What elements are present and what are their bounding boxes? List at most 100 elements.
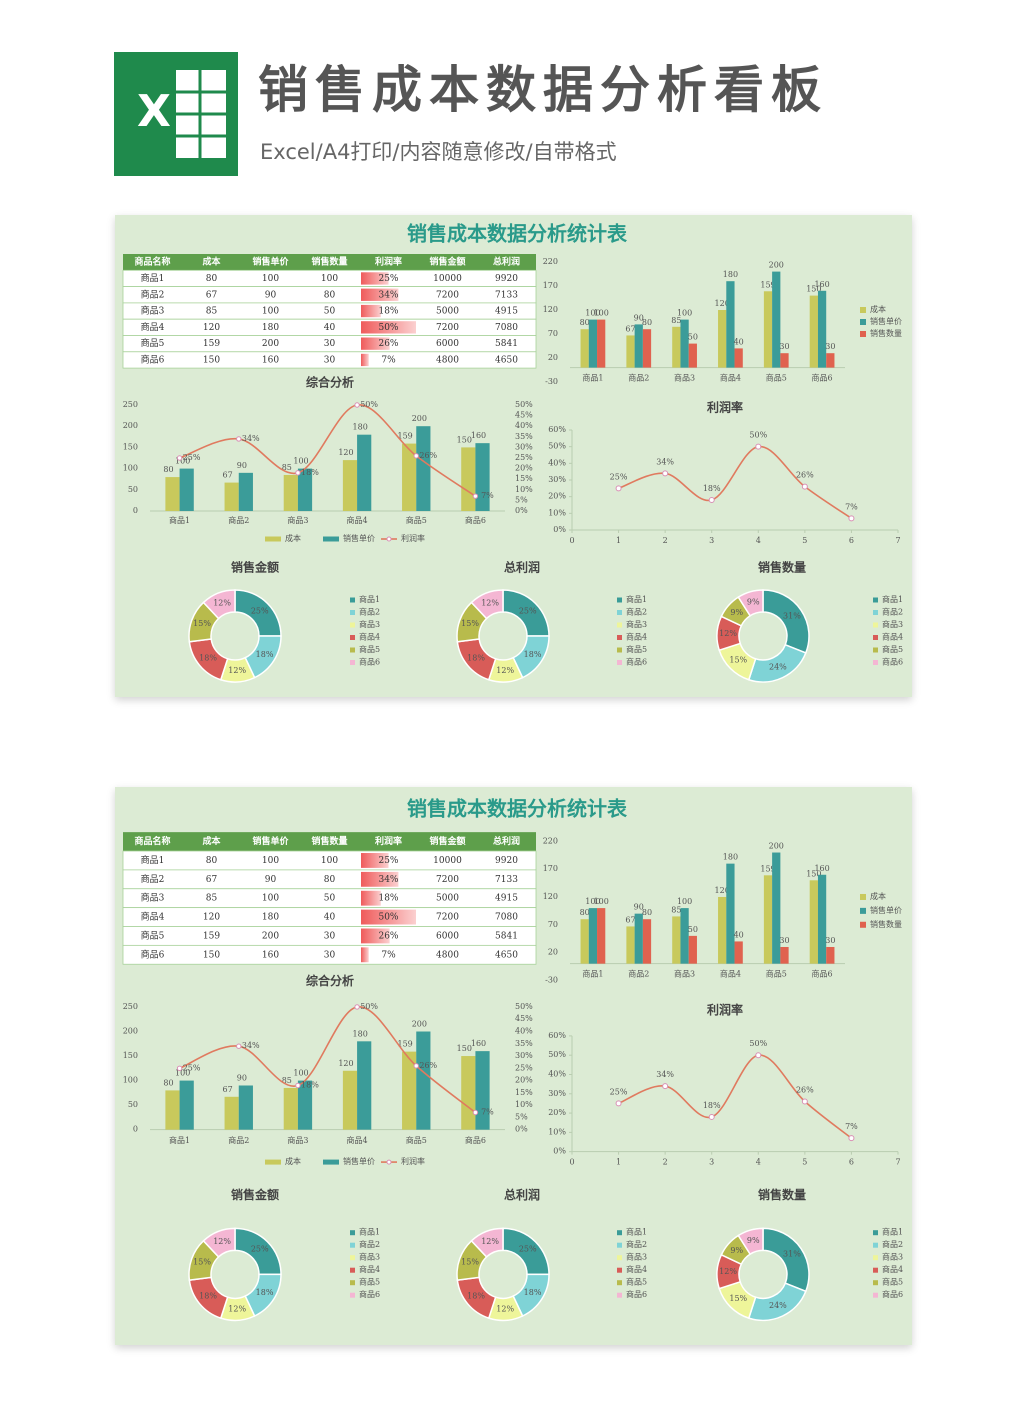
legend-swatch [860,907,866,914]
bar-label: 180 [353,1029,368,1038]
bar-label: 80 [163,465,173,474]
x-tick-label: 7 [895,1158,900,1167]
table-cell: 7200 [436,913,459,923]
x-tick-label: 1 [616,1158,621,1167]
table-cell: 150 [203,950,220,960]
legend-swatch [860,319,866,325]
rate-line [618,1054,852,1139]
line-label: 26% [419,1061,437,1070]
bar [688,935,697,964]
y-tick-label: 60% [548,1031,566,1040]
table-cell: 4650 [495,950,518,960]
x-tick-label: 商品5 [406,1135,427,1145]
column-header: 销售金额 [429,256,465,268]
bar-label: 100 [293,1069,308,1078]
slice-label: 18% [524,650,542,659]
bar [342,460,358,511]
x-tick-label: 商品5 [766,969,787,979]
legend-swatch [860,331,866,337]
slice-label: 31% [783,611,801,620]
donut-slice [202,1227,236,1258]
line-point [801,483,808,490]
y2-tick-label: 50% [515,400,533,409]
legend-label: 商品6 [882,657,903,667]
line-label: 34% [242,1041,260,1050]
table-cell: 50% [378,323,398,333]
slice-label: 18% [199,1292,217,1301]
legend-label: 商品3 [882,619,903,629]
slice-label: 12% [496,1304,514,1313]
column-header: 利润率 [374,835,402,847]
legend-label: 商品4 [882,632,903,642]
bar [672,916,681,964]
bar-label: 80 [642,908,652,917]
slice-label: 15% [193,619,211,628]
table-cell: 34% [378,290,398,300]
line-point [708,497,715,503]
x-tick-label: 2 [663,1158,668,1167]
point-label: 7% [845,1122,858,1131]
table-cell: 67 [206,875,218,885]
slice-label: 24% [769,663,787,672]
legend-label: 商品2 [882,607,903,617]
bar-label: 50 [688,333,698,342]
legend-swatch [873,1242,878,1248]
bar [342,1070,358,1130]
slice-label: 18% [256,650,274,659]
bar [297,468,313,511]
line-point [413,1063,419,1069]
bar [780,946,789,964]
legend-swatch [873,1230,878,1236]
legend-label: 商品1 [882,594,903,604]
bar-label: 120 [338,448,353,457]
slice-label: 12% [481,598,499,607]
legend-label: 商品6 [359,1289,380,1299]
slice-label: 18% [467,1292,485,1301]
table-cell: 100 [262,307,279,317]
chart-title: 销售金额 [231,560,279,575]
legend-swatch [617,610,622,615]
table-cell: 100 [321,274,338,284]
dashboard-title: 销售成本数据分析统计表 [407,222,628,246]
rate-bar [361,304,381,318]
chart-title: 总利润 [504,560,540,575]
legend-swatch [617,660,622,665]
legend-swatch [617,1267,622,1273]
table-cell: 159 [203,931,220,941]
bar [357,434,372,511]
bar-label: 200 [769,261,784,270]
y-tick-label: 50% [548,442,566,451]
column-header: 销售单价 [252,835,289,847]
x-tick-label: 商品1 [582,373,603,383]
bar-label: 180 [353,423,368,432]
bar-label: 120 [715,886,730,895]
line-label: 50% [360,400,378,409]
table-row [122,944,537,965]
legend-label: 成本 [870,891,886,901]
donut-slice [737,1227,764,1256]
x-tick-label: 商品3 [674,969,695,979]
legend-swatch [350,1242,355,1248]
table-cell: 商品5 [141,337,165,349]
x-tick-label: 0 [569,1158,574,1167]
table-cell: 30 [324,931,336,941]
bar [718,896,727,964]
column-header: 销售数量 [311,835,347,847]
line-point [755,443,762,450]
line-point [848,515,855,522]
y-tick-label: 50 [128,1100,138,1109]
column-header: 销售金额 [429,835,465,847]
slice-label: 25% [251,1245,269,1254]
table-cell: 商品4 [141,911,165,923]
column-header: 总利润 [493,835,520,847]
y2-tick-label: 10% [515,485,533,494]
x-tick-label: 商品4 [720,373,741,383]
table-cell: 7080 [495,323,518,333]
line-point [354,402,360,408]
table-cell: 50 [324,307,336,317]
donut-slice [762,589,810,654]
y2-tick-label: 5% [515,1112,528,1121]
table-cell: 6000 [436,339,459,349]
point-label: 50% [749,1039,767,1048]
table-cell: 商品6 [141,948,165,960]
